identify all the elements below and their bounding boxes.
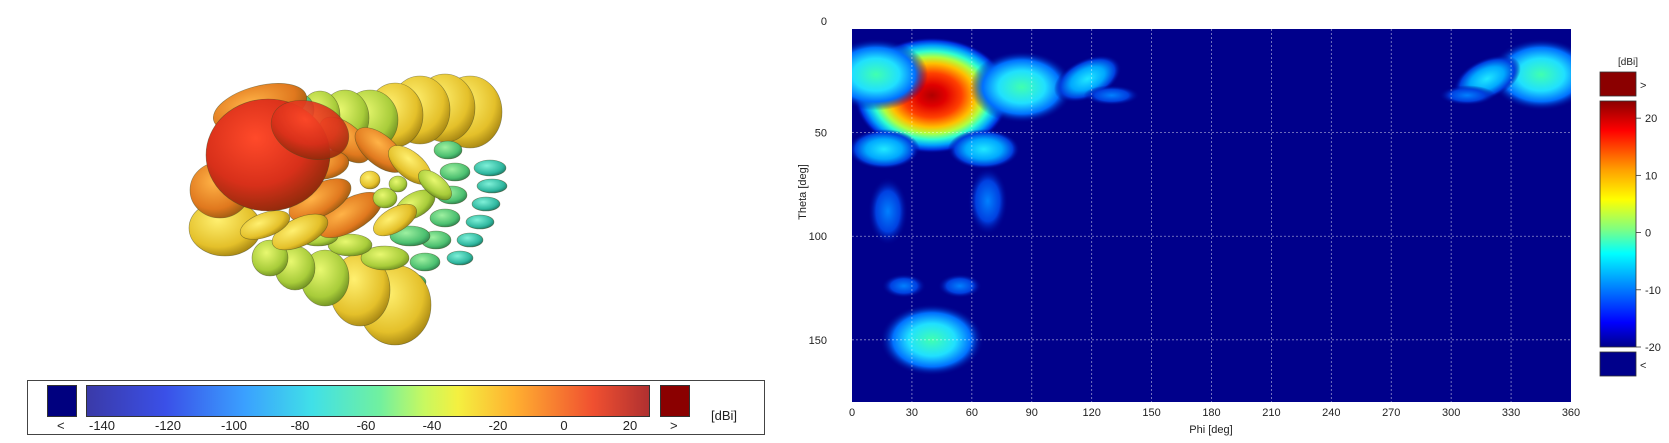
x-tick-label: 210 bbox=[1262, 407, 1280, 419]
x-tick-label: 0 bbox=[849, 407, 855, 419]
colorbar-unit-label: [dBi] bbox=[711, 408, 738, 423]
heatmap-lobe bbox=[969, 51, 1074, 124]
x-axis-label: Phi [deg] bbox=[1189, 424, 1232, 436]
y-axis-label: Theta [deg] bbox=[797, 164, 809, 220]
x-tick-label: 150 bbox=[1142, 407, 1160, 419]
colorbar-gradient bbox=[86, 385, 650, 417]
colorbar-under-swatch bbox=[1599, 351, 1637, 377]
colorbar-tick-label: -60 bbox=[356, 418, 376, 433]
x-tick-label: 30 bbox=[906, 407, 918, 419]
heatmap-lobe bbox=[967, 166, 1008, 235]
colorbar-tick-label: -10 bbox=[1645, 285, 1661, 297]
colorbar-over-label: > bbox=[1640, 80, 1646, 92]
colorbar-tick-label: 0 bbox=[1645, 228, 1651, 240]
colorbar-legend-3d: < > [dBi] -140 -120 -100 -80 -60 -40 -20 0 20 bbox=[27, 380, 765, 435]
heatmap-lobe bbox=[1083, 85, 1140, 106]
y-tick-label: 100 bbox=[809, 231, 827, 243]
colorbar-tick-label: -80 bbox=[290, 418, 310, 433]
heatmap-lobe bbox=[1439, 85, 1496, 106]
heatmap-lobe bbox=[881, 273, 926, 298]
heatmap-lobe bbox=[867, 177, 908, 246]
x-tick-label: 120 bbox=[1082, 407, 1100, 419]
radiation-pattern-3d bbox=[188, 73, 508, 346]
heatmap-lobe bbox=[947, 129, 1020, 170]
y-tick-label: 0 bbox=[821, 16, 827, 28]
x-tick-label: 330 bbox=[1502, 407, 1520, 419]
colorbar-tick-label: -20 bbox=[1645, 342, 1661, 354]
x-tick-label: 180 bbox=[1202, 407, 1220, 419]
x-tick-label: 300 bbox=[1442, 407, 1460, 419]
colorbar-under-label: < bbox=[1640, 360, 1646, 372]
heatmap-lobe bbox=[879, 303, 984, 376]
colorbar-tick-label: -100 bbox=[220, 418, 248, 433]
x-tick-label: 60 bbox=[966, 407, 978, 419]
under-range-label: < bbox=[57, 418, 65, 433]
x-tick-label: 270 bbox=[1382, 407, 1400, 419]
heatmap-lobe bbox=[852, 129, 920, 170]
colorbar-gradient-vertical bbox=[1599, 100, 1637, 348]
y-tick-label: 150 bbox=[809, 335, 827, 347]
under-range-swatch bbox=[47, 385, 77, 417]
y-tick-label: 50 bbox=[815, 128, 827, 140]
colorbar-tick-label: -120 bbox=[154, 418, 182, 433]
heatmap-lobe bbox=[937, 273, 982, 298]
x-tick-label: 240 bbox=[1322, 407, 1340, 419]
colorbar-over-swatch bbox=[1599, 71, 1637, 97]
x-tick-label: 360 bbox=[1562, 407, 1580, 419]
colorbar-tick-label: 10 bbox=[1645, 170, 1657, 182]
colorbar-tick-label: 0 bbox=[560, 418, 568, 433]
heatmap-lobe bbox=[852, 38, 928, 111]
over-range-swatch bbox=[660, 385, 690, 417]
colorbar-tick-label: -140 bbox=[88, 418, 116, 433]
x-tick-label: 90 bbox=[1026, 407, 1038, 419]
colorbar-unit-label-2d: [dBi] bbox=[1618, 57, 1638, 68]
colorbar-tick-label: 20 bbox=[622, 418, 638, 433]
colorbar-tick-label: -40 bbox=[422, 418, 442, 433]
over-range-label: > bbox=[670, 418, 678, 433]
colorbar-tick-label: 20 bbox=[1645, 113, 1657, 125]
colorbar-tick-label: -20 bbox=[488, 418, 508, 433]
